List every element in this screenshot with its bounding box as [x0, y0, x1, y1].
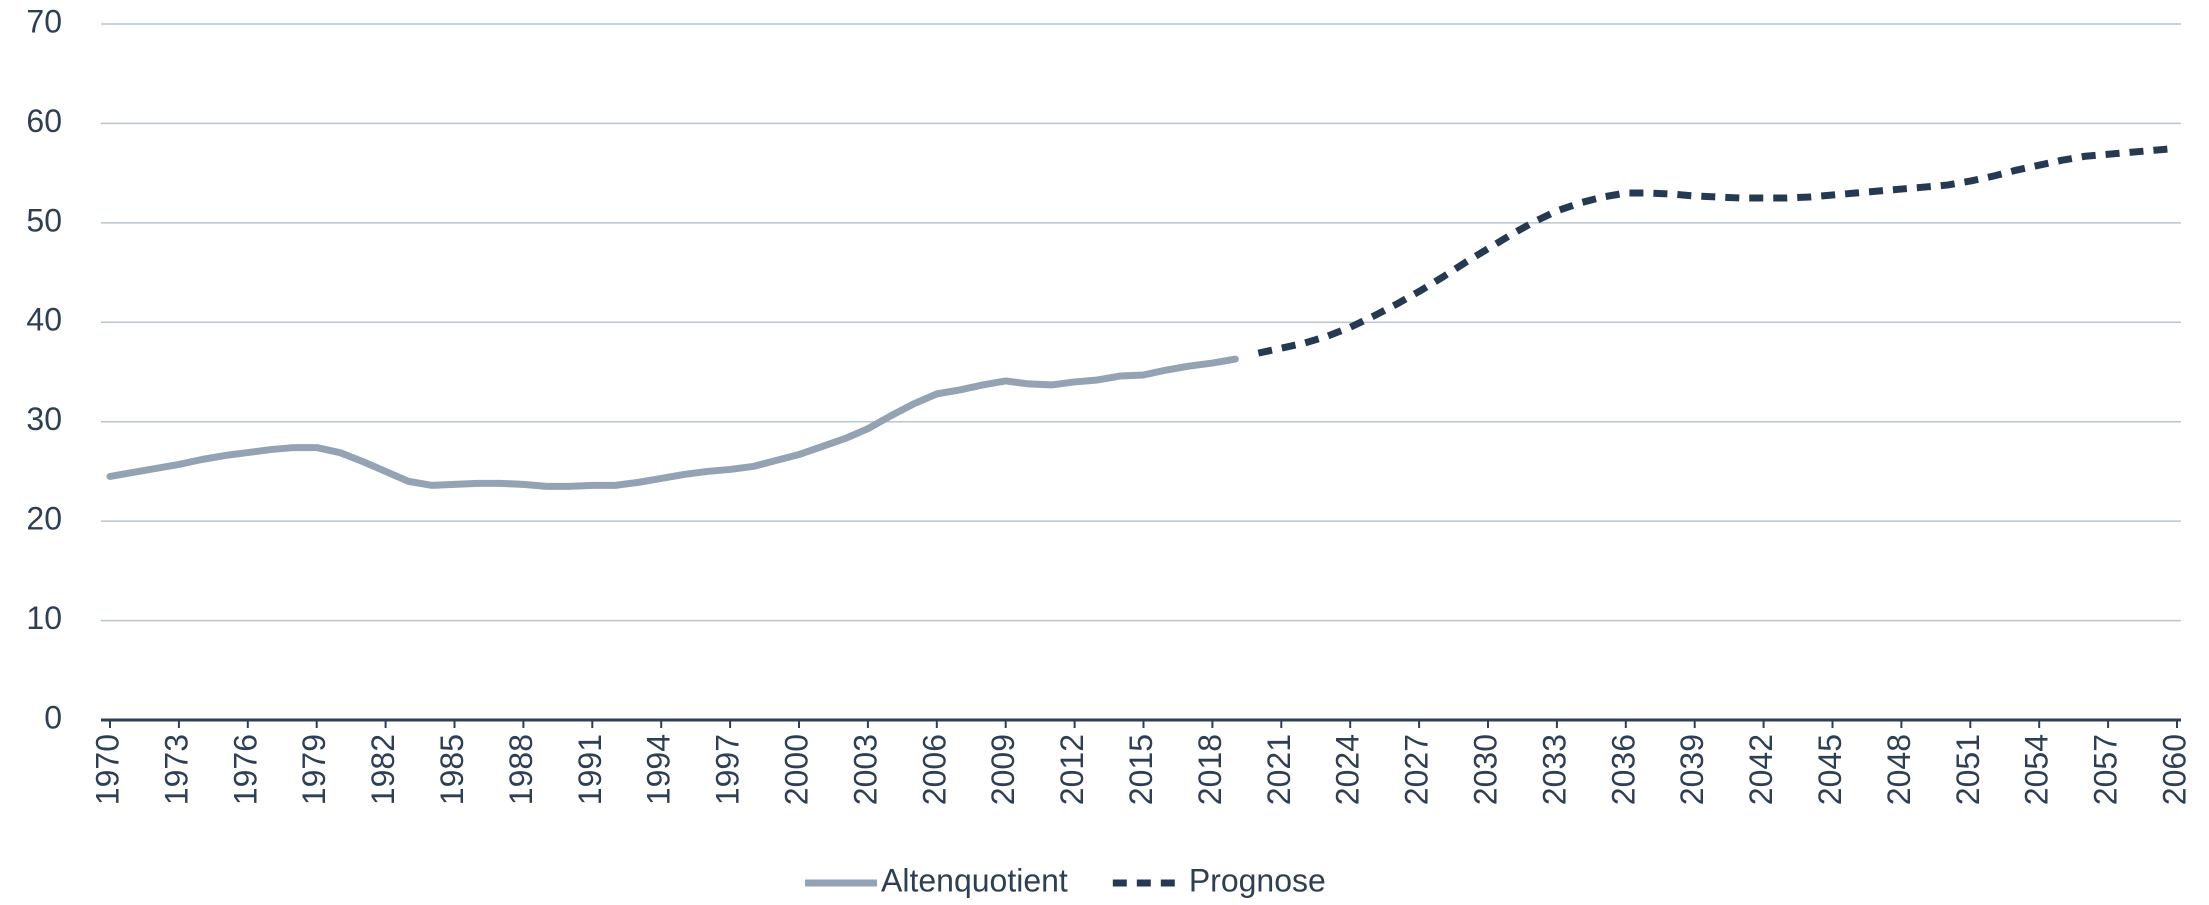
- y-tick-label: 0: [44, 699, 62, 735]
- x-tick-label: 2042: [1743, 734, 1779, 805]
- y-tick-label: 60: [26, 103, 62, 139]
- x-tick-label: 2036: [1605, 734, 1641, 805]
- x-tick-label: 2003: [847, 734, 883, 805]
- x-tick-label: 2033: [1536, 734, 1572, 805]
- x-tick-label: 2021: [1261, 734, 1297, 805]
- x-tick-label: 2057: [2088, 734, 2124, 805]
- legend-label: Prognose: [1189, 862, 1326, 898]
- y-tick-label: 70: [26, 3, 62, 39]
- x-tick-label: 1973: [158, 734, 194, 805]
- x-tick-label: 2000: [778, 734, 814, 805]
- legend-label: Altenquotient: [881, 862, 1068, 898]
- x-tick-label: 2027: [1399, 734, 1435, 805]
- y-tick-label: 20: [26, 501, 62, 537]
- x-tick-label: 2009: [985, 734, 1021, 805]
- x-tick-label: 2024: [1330, 734, 1366, 805]
- x-tick-label: 2012: [1054, 734, 1090, 805]
- y-tick-label: 30: [26, 401, 62, 437]
- x-tick-label: 1985: [434, 734, 470, 805]
- x-tick-label: 2039: [1674, 734, 1710, 805]
- x-tick-label: 2018: [1192, 734, 1228, 805]
- x-tick-label: 2051: [1950, 734, 1986, 805]
- x-tick-label: 2048: [1881, 734, 1917, 805]
- x-tick-label: 1988: [503, 734, 539, 805]
- x-tick-label: 2045: [1812, 734, 1848, 805]
- x-tick-label: 1997: [710, 734, 746, 805]
- x-tick-label: 1976: [227, 734, 263, 805]
- data-line: [106, 355, 1239, 490]
- x-tick-label: 2030: [1467, 734, 1503, 805]
- x-tick-label: 1970: [89, 734, 125, 805]
- x-tick-label: 2006: [916, 734, 952, 805]
- data-line: [1257, 144, 2178, 357]
- y-tick-label: 40: [26, 302, 62, 338]
- x-tick-label: 1994: [641, 734, 677, 805]
- y-tick-label: 50: [26, 202, 62, 238]
- x-tick-label: 1982: [365, 734, 401, 805]
- x-tick-label: 2054: [2019, 734, 2055, 805]
- x-tick-label: 2060: [2156, 734, 2192, 805]
- x-tick-label: 2015: [1123, 734, 1159, 805]
- x-tick-label: 1991: [572, 734, 608, 805]
- x-tick-label: 1979: [296, 734, 332, 805]
- y-tick-label: 10: [26, 600, 62, 636]
